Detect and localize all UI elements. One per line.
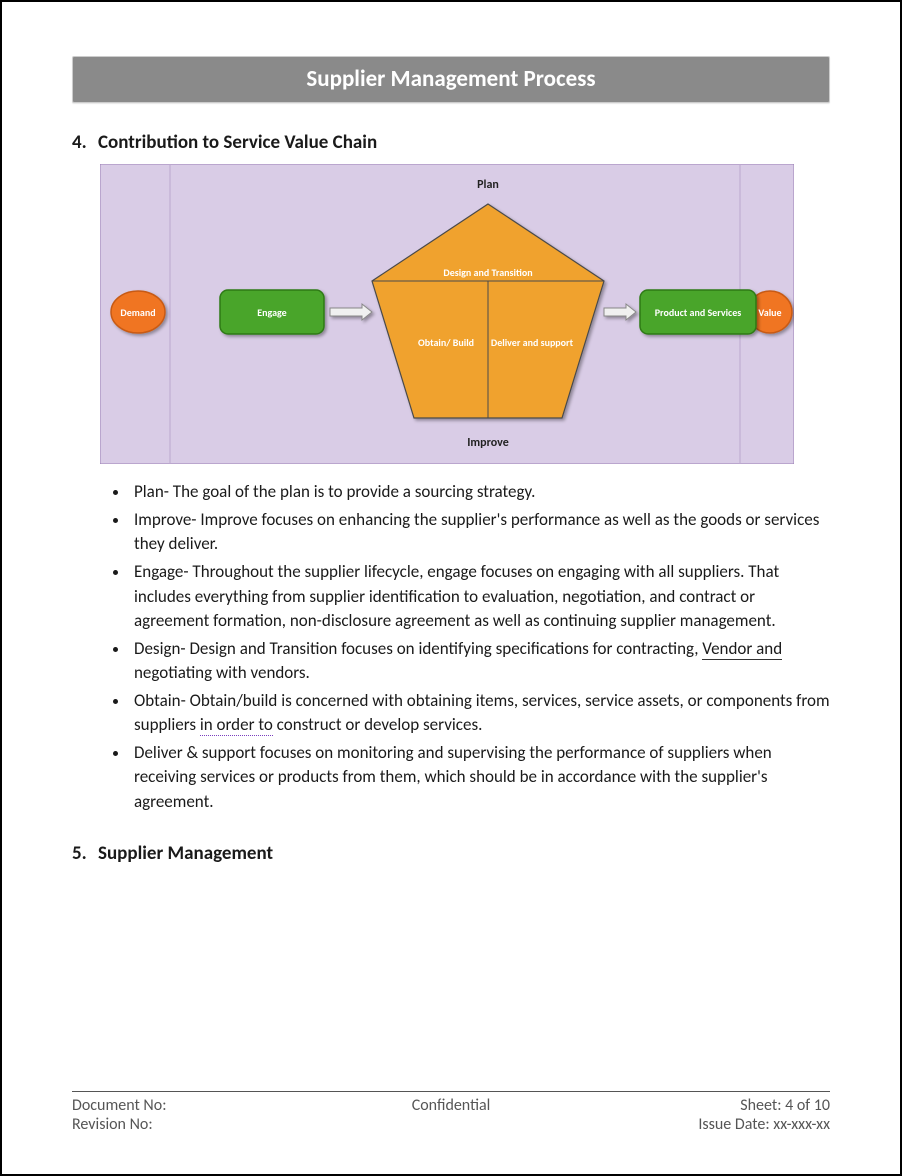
value-chain-svg: Demand Value Engage Design and Transition Ob…	[100, 164, 794, 464]
section-4-number: 4.	[72, 131, 98, 154]
svg-text:Engage: Engage	[257, 306, 286, 319]
page-title-bar: Supplier Management Process	[72, 56, 830, 103]
svg-text:Product and Services: Product and Services	[655, 306, 742, 319]
section-5-title: Supplier Management	[98, 842, 273, 865]
svg-text:Design and Transition: Design and Transition	[443, 266, 532, 279]
section-5-heading: 5.Supplier Management	[72, 842, 830, 865]
footer-doc-no: Document No:	[72, 1096, 325, 1115]
footer-issue-date: Issue Date: xx-xxx-xx	[577, 1115, 830, 1134]
svg-text:Obtain/ Build: Obtain/ Build	[418, 336, 474, 349]
page-title: Supplier Management Process	[306, 65, 595, 93]
bullet-list: Plan- The goal of the plan is to provide…	[72, 480, 830, 814]
bullet-item: Deliver & support focuses on monitoring …	[130, 741, 830, 813]
footer-sheet: Sheet: 4 of 10	[577, 1096, 830, 1115]
section-5-number: 5.	[72, 842, 98, 865]
svg-text:Demand: Demand	[120, 306, 155, 319]
svg-text:Deliver and support: Deliver and support	[491, 336, 574, 349]
footer-confidential: Confidential	[325, 1096, 578, 1115]
svg-text:Plan: Plan	[477, 178, 499, 192]
document-page: Supplier Management Process 4.Contributi…	[0, 0, 902, 1176]
footer-rev-no: Revision No:	[72, 1115, 325, 1134]
section-4-title: Contribution to Service Value Chain	[98, 131, 377, 154]
value-chain-diagram: Demand Value Engage Design and Transition Ob…	[100, 164, 794, 464]
page-footer: Document No: Confidential Sheet: 4 of 10…	[72, 1091, 830, 1134]
bullet-item: Improve- Improve focuses on enhancing th…	[130, 508, 830, 556]
bullet-item: Design- Design and Transition focuses on…	[130, 637, 830, 685]
bullet-item: Engage- Throughout the supplier lifecycl…	[130, 560, 830, 632]
svg-text:Value: Value	[758, 306, 781, 319]
bullet-item: Obtain- Obtain/build is concerned with o…	[130, 689, 830, 737]
section-4-heading: 4.Contribution to Service Value Chain	[72, 131, 830, 154]
svg-text:Improve: Improve	[467, 436, 509, 450]
bullet-item: Plan- The goal of the plan is to provide…	[130, 480, 830, 504]
